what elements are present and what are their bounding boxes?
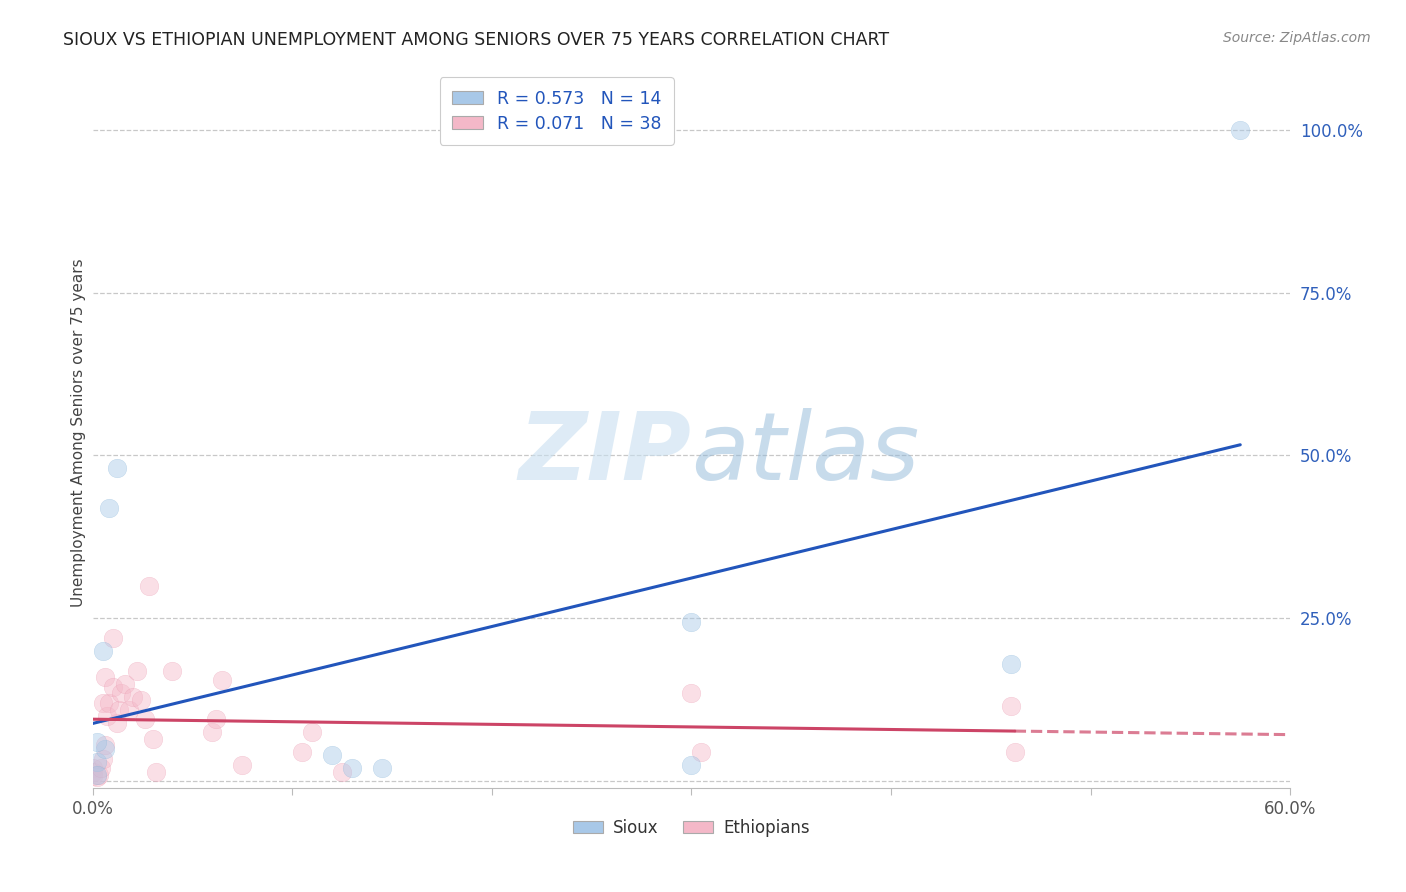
Point	[145, 764, 167, 779]
Point	[1000, 699, 1022, 714]
Point	[231, 758, 253, 772]
Point	[107, 703, 129, 717]
Point	[105, 715, 128, 730]
Point	[201, 725, 224, 739]
Text: atlas: atlas	[692, 409, 920, 500]
Point	[101, 631, 124, 645]
Point	[681, 686, 703, 700]
Point	[105, 461, 128, 475]
Point	[91, 696, 114, 710]
Point	[93, 741, 115, 756]
Point	[86, 768, 108, 782]
Point	[82, 769, 104, 783]
Point	[340, 761, 363, 775]
Point	[97, 696, 120, 710]
Point	[97, 500, 120, 515]
Point	[93, 739, 115, 753]
Point	[330, 764, 353, 779]
Point	[301, 725, 323, 739]
Legend: Sioux, Ethiopians: Sioux, Ethiopians	[567, 812, 817, 844]
Point	[110, 686, 132, 700]
Point	[141, 731, 163, 746]
Point	[114, 676, 136, 690]
Point	[162, 664, 184, 678]
Text: ZIP: ZIP	[519, 408, 692, 500]
Point	[82, 764, 104, 779]
Point	[101, 680, 124, 694]
Point	[125, 664, 148, 678]
Point	[87, 768, 110, 782]
Point	[205, 713, 228, 727]
Point	[1229, 122, 1251, 136]
Point	[86, 771, 108, 785]
Y-axis label: Unemployment Among Seniors over 75 years: Unemployment Among Seniors over 75 years	[72, 259, 86, 607]
Point	[91, 644, 114, 658]
Point	[129, 693, 152, 707]
Point	[1000, 657, 1022, 671]
Point	[321, 748, 343, 763]
Point	[681, 758, 703, 772]
Text: Source: ZipAtlas.com: Source: ZipAtlas.com	[1223, 31, 1371, 45]
Point	[91, 751, 114, 765]
Point	[86, 755, 108, 769]
Point	[211, 673, 233, 688]
Point	[291, 745, 314, 759]
Point	[690, 745, 713, 759]
Text: SIOUX VS ETHIOPIAN UNEMPLOYMENT AMONG SENIORS OVER 75 YEARS CORRELATION CHART: SIOUX VS ETHIOPIAN UNEMPLOYMENT AMONG SE…	[63, 31, 890, 49]
Point	[681, 615, 703, 629]
Point	[96, 709, 118, 723]
Point	[82, 761, 104, 775]
Point	[138, 579, 160, 593]
Point	[1004, 745, 1026, 759]
Point	[121, 690, 143, 704]
Point	[117, 703, 139, 717]
Point	[93, 670, 115, 684]
Point	[134, 713, 156, 727]
Point	[371, 761, 394, 775]
Point	[90, 761, 112, 775]
Point	[86, 735, 108, 749]
